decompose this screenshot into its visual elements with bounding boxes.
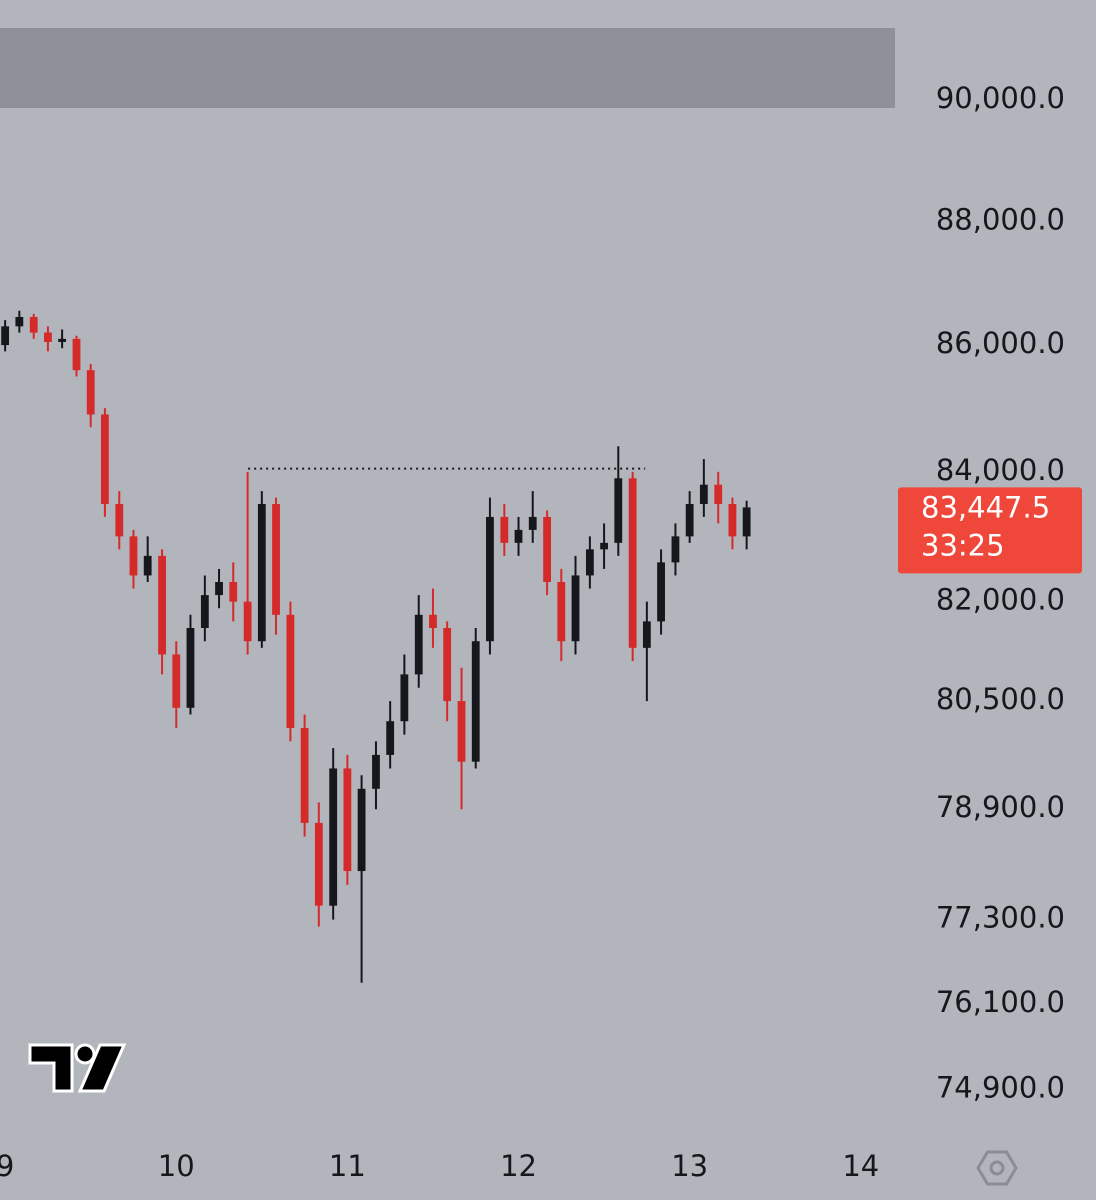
candle-body — [414, 614, 423, 675]
candle-body — [614, 478, 623, 543]
candle-body — [699, 484, 708, 505]
candle-body — [585, 549, 594, 576]
candle-body — [115, 504, 124, 537]
candle-body — [714, 484, 723, 505]
last-price-label: 83,447.5 — [921, 490, 1050, 524]
candle-body — [429, 614, 437, 628]
y-tick-label: 80,500.0 — [936, 682, 1065, 716]
candle-body — [272, 504, 280, 615]
candle-body — [58, 338, 67, 342]
x-tick-label: 14 — [842, 1149, 879, 1183]
candle-body — [200, 595, 209, 628]
countdown-label: 33:25 — [921, 528, 1005, 562]
candle-body — [600, 542, 608, 550]
y-tick-label: 90,000.0 — [936, 81, 1065, 115]
candle-body — [528, 516, 537, 530]
candle-body — [457, 701, 466, 762]
candle-body — [685, 504, 694, 537]
y-tick-label: 84,000.0 — [936, 453, 1065, 487]
candle-body — [471, 641, 480, 762]
candle-body — [329, 768, 338, 906]
candle-body — [1, 326, 10, 346]
y-tick-label: 77,300.0 — [936, 901, 1065, 935]
candle-body — [400, 674, 409, 722]
y-tick-label: 88,000.0 — [936, 202, 1065, 236]
candle-body — [300, 727, 309, 823]
candle-body — [443, 627, 452, 702]
x-tick-label: 10 — [158, 1149, 195, 1183]
candle-body — [215, 581, 223, 596]
candle-body — [728, 504, 737, 537]
candle-body — [514, 529, 523, 543]
candle-body — [129, 536, 138, 576]
candle-body — [86, 370, 95, 415]
logo — [28, 1043, 127, 1093]
candle-body — [357, 788, 366, 872]
candle-body — [628, 478, 637, 648]
candle-body — [257, 504, 266, 642]
candle-body — [229, 581, 238, 602]
candle-body — [642, 621, 651, 648]
candle-body — [143, 555, 152, 576]
candle-body — [543, 516, 552, 582]
candle-body — [158, 555, 166, 655]
y-tick-label: 82,000.0 — [936, 583, 1065, 617]
candle-body — [29, 316, 38, 333]
y-tick-label: 76,100.0 — [936, 985, 1065, 1019]
candle-body — [500, 516, 509, 543]
last-price-box — [898, 487, 1082, 574]
candle-body — [657, 562, 665, 622]
candle-body — [343, 768, 352, 872]
candle-body — [72, 338, 81, 371]
settings-icon[interactable] — [976, 1150, 1018, 1186]
y-tick-label: 74,900.0 — [936, 1071, 1065, 1105]
candle-body — [243, 601, 252, 642]
y-tick-label: 78,900.0 — [936, 790, 1065, 824]
candle-body — [44, 332, 52, 342]
zone-band — [0, 28, 895, 108]
candle-body — [742, 507, 751, 537]
candle-body — [571, 575, 580, 642]
candle-body — [314, 822, 323, 906]
candle-body — [100, 414, 109, 505]
candle-body — [286, 614, 295, 728]
candle-body — [386, 721, 395, 755]
y-tick-label: 86,000.0 — [936, 326, 1065, 360]
x-tick-label: 13 — [671, 1149, 708, 1183]
candle-body — [671, 536, 680, 563]
candle-body — [15, 316, 24, 327]
candle-body — [486, 516, 494, 642]
x-tick-label: 12 — [500, 1149, 537, 1183]
candle-body — [557, 581, 566, 642]
x-tick-label: 11 — [329, 1149, 366, 1183]
candle-body — [172, 654, 181, 708]
candle-body — [372, 754, 380, 789]
x-tick-label: 9 — [0, 1149, 14, 1183]
candle-body — [186, 627, 195, 708]
